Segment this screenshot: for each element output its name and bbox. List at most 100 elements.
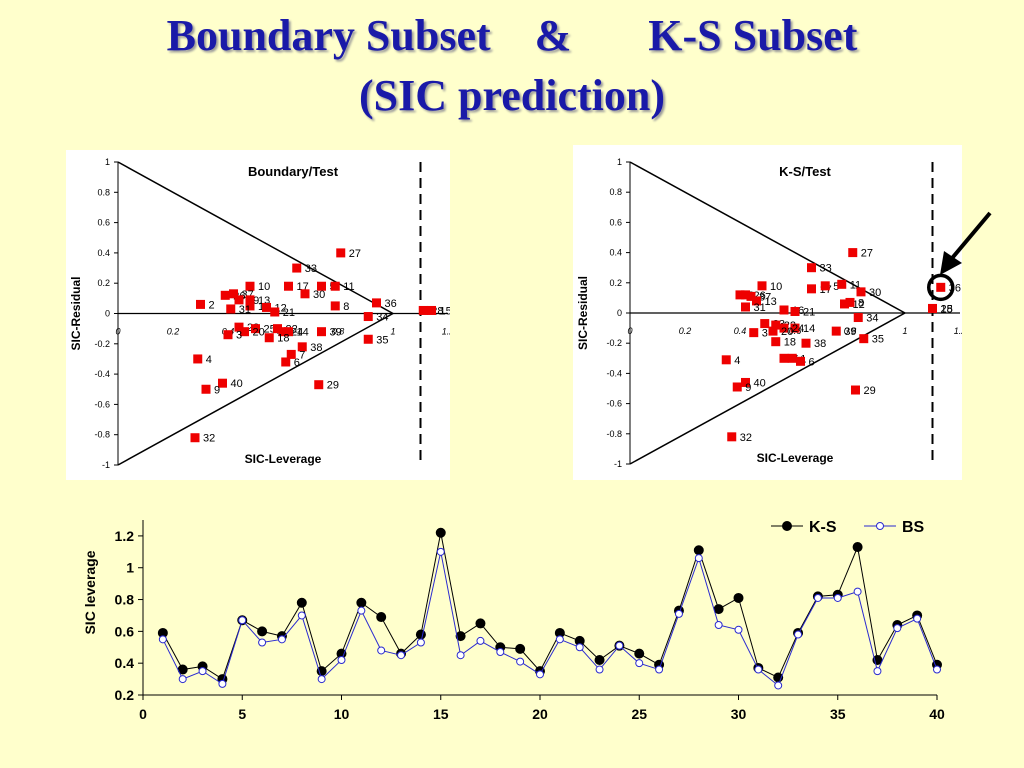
data-point-label: 27 (861, 248, 873, 260)
boundary-lower-line (629, 312, 906, 465)
x-tick-label: 0.8 (332, 327, 345, 337)
data-point-marker (851, 385, 860, 395)
data-point-marker (820, 281, 830, 291)
data-point-label: 10 (770, 281, 782, 293)
boundary-upper-line (117, 161, 394, 315)
bs-data-point (337, 656, 346, 664)
data-point-marker (292, 263, 302, 273)
x-tick-label: 25 (631, 706, 647, 722)
bs-data-point (178, 675, 187, 684)
data-point-label: 4 (206, 354, 212, 366)
data-point-marker (220, 290, 230, 300)
x-tick-label: 20 (532, 706, 548, 722)
bs-data-point (198, 667, 207, 676)
ks-series-line (162, 532, 938, 680)
data-point-marker (752, 296, 761, 306)
x-tick-label: 1 (902, 326, 907, 336)
data-point-marker (801, 338, 811, 348)
bs-data-point (317, 675, 326, 684)
bs-data-point (774, 681, 783, 690)
bs-data-point (357, 606, 366, 615)
data-point-label: 11 (850, 279, 861, 291)
x-tick-label: 10 (334, 706, 350, 722)
data-point-marker (286, 349, 296, 359)
data-point-label: 32 (203, 433, 215, 445)
data-point-marker (363, 312, 373, 322)
data-point-marker (297, 342, 307, 352)
data-point-marker (234, 322, 244, 332)
bs-data-point (536, 670, 544, 679)
data-point-marker (229, 289, 238, 299)
data-point-label: 8 (343, 301, 349, 313)
x-tick-label: 0.8 (844, 326, 857, 336)
bs-data-point (853, 587, 862, 596)
data-point-marker (245, 281, 255, 291)
bs-data-point (794, 630, 803, 639)
data-point-marker (771, 320, 781, 330)
data-point-marker (859, 334, 869, 344)
data-point-label: 14 (803, 323, 815, 335)
data-point-label: 6 (294, 357, 300, 369)
bs-data-point (754, 665, 763, 674)
data-point-label: 34 (376, 312, 388, 324)
data-point-marker (787, 353, 797, 363)
chart-title: K-S/Test (779, 164, 831, 179)
data-point-marker (721, 355, 731, 365)
slide-title-line-1: Boundary Subset & K-S Subset (166, 11, 858, 60)
data-point-marker (240, 327, 249, 337)
y-tick-label: 0.8 (97, 187, 110, 197)
y-tick-label: 1 (126, 560, 134, 576)
data-point-label: 13 (765, 296, 777, 308)
x-tick-label: 0 (627, 326, 632, 336)
data-point-label: 10 (258, 281, 270, 293)
y-tick-label: 0.2 (609, 278, 622, 288)
data-point-marker (837, 279, 847, 289)
data-point-label: 40 (754, 377, 766, 389)
ks-scatter-chart: 1 0.8 0.6 0.4 0.2 0 -0.2 -0.4 -0.6 -0.8 -1 0 0.2 0.4 0… (576, 157, 966, 469)
data-point-label: 33 (305, 263, 317, 275)
y-tick-label: 0.8 (115, 592, 135, 608)
data-point-marker (330, 281, 340, 291)
data-point-label: 29 (327, 380, 339, 392)
data-point-label: 4 (734, 355, 740, 367)
data-point-label: 36 (385, 298, 397, 310)
leverage-line-panel: 0.2 0.4 0.6 0.8 1 1.2 0 5 10 15 20 25 30 35 40 SIC leve… (76, 508, 950, 736)
data-point-marker (856, 287, 866, 297)
y-tick-label: -0.4 (94, 369, 110, 379)
data-point-label: 38 (814, 338, 826, 350)
x-tick-label: 0 (139, 706, 147, 722)
y-tick-label: 0 (617, 308, 622, 318)
x-tick-label: 1.2 (442, 327, 450, 337)
y-tick-label: 0.6 (115, 623, 135, 639)
bs-data-point (297, 611, 306, 620)
data-point-marker (768, 326, 778, 336)
x-tick-label: 15 (433, 706, 449, 722)
bs-data-point (813, 593, 822, 602)
x-axis-label: SIC-Leverage (757, 451, 834, 465)
bs-data-point (694, 554, 703, 563)
data-point-marker (330, 301, 340, 311)
data-point-marker (273, 324, 282, 334)
data-point-marker (317, 327, 326, 337)
data-point-marker (749, 328, 759, 338)
data-point-marker (853, 313, 863, 323)
leverage-line-chart: 0.2 0.4 0.6 0.8 1 1.2 0 5 10 15 20 25 30 35 40 SIC leve… (76, 508, 950, 736)
bs-data-point (258, 638, 267, 647)
data-point-marker (807, 284, 816, 294)
bs-data-point (377, 646, 386, 655)
data-point-marker (196, 299, 205, 309)
data-point-label: 14 (297, 327, 309, 339)
x-tick-label: 0.2 (167, 327, 180, 337)
legend-swatch-marker (876, 522, 884, 530)
bs-data-point (496, 648, 505, 657)
data-point-marker (840, 299, 849, 309)
data-point-label: 33 (820, 263, 832, 275)
data-point-marker (193, 354, 203, 364)
bs-data-point (933, 665, 941, 674)
bs-data-point (873, 667, 882, 676)
data-point-label: 25 (264, 324, 276, 336)
y-tick-label: 1.2 (115, 528, 135, 544)
ks-data-point (852, 542, 863, 553)
data-point-label: 29 (864, 385, 876, 397)
bs-data-point (436, 547, 445, 556)
